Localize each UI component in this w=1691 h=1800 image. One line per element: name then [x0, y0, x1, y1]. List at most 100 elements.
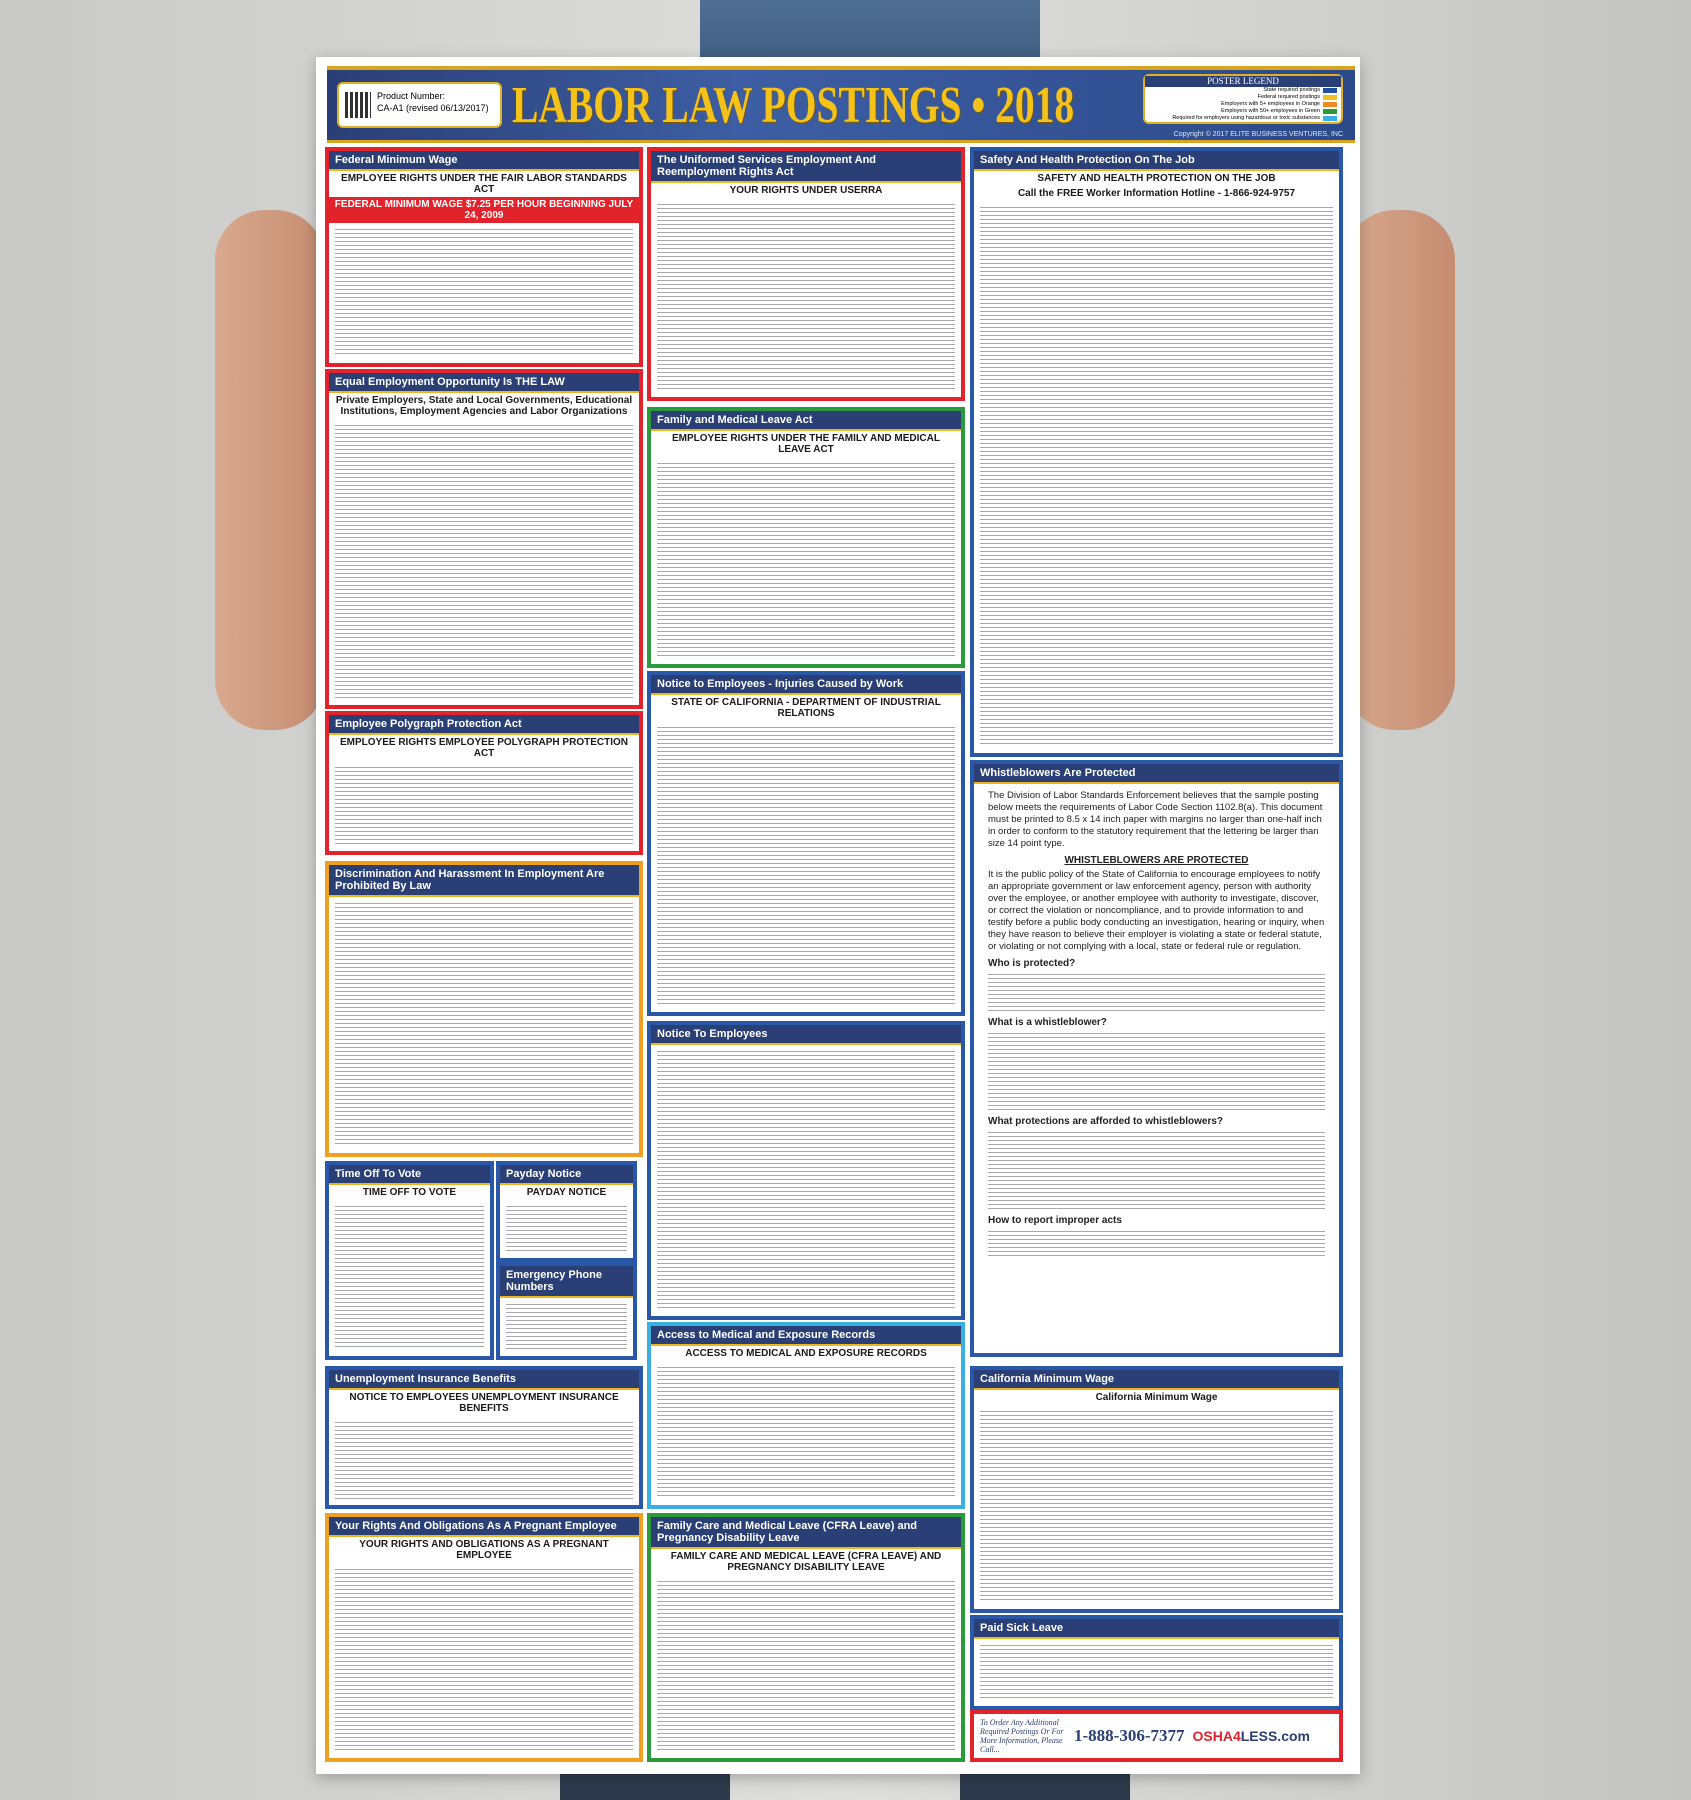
- section-unemp: Unemployment Insurance Benefits NOTICE T…: [325, 1366, 643, 1509]
- order-text: To Order Any Additional Required Posting…: [980, 1718, 1064, 1754]
- section-eeo: Equal Employment Opportunity Is THE LAW …: [325, 369, 643, 709]
- section-vote: Time Off To Vote TIME OFF TO VOTE: [325, 1161, 494, 1360]
- section-banner: FEDERAL MINIMUM WAGE $7.25 PER HOUR BEGI…: [329, 197, 639, 223]
- body-text: [988, 1229, 1325, 1259]
- section-title: Paid Sick Leave: [974, 1619, 1339, 1639]
- body-text: [657, 1049, 955, 1310]
- section-title: Emergency Phone Numbers: [500, 1266, 633, 1298]
- poster-title: LABOR LAW POSTINGS • 2018: [512, 77, 1075, 134]
- body-text: [657, 1579, 955, 1752]
- left-hand: [215, 210, 325, 730]
- legend-item: Employers with 50+ employees in Green: [1145, 108, 1341, 115]
- legend-title: POSTER LEGEND: [1145, 76, 1341, 87]
- body-text: [335, 1567, 633, 1752]
- section-subtitle: EMPLOYEE RIGHTS EMPLOYEE POLYGRAPH PROTE…: [339, 737, 628, 759]
- section-fmla: Family and Medical Leave Act EMPLOYEE RI…: [647, 407, 965, 668]
- intro-text: The Division of Labor Standards Enforcem…: [988, 790, 1323, 849]
- section-title: Federal Minimum Wage: [329, 151, 639, 171]
- section-emerg: Emergency Phone Numbers: [496, 1262, 637, 1360]
- legend-item: Employers with 5+ employees in Orange: [1145, 101, 1341, 108]
- section-poly: Employee Polygraph Protection Act EMPLOY…: [325, 711, 643, 855]
- product-label: Product Number:: [377, 91, 446, 101]
- body-text: [506, 1204, 627, 1252]
- section-subtitle: PAYDAY NOTICE: [526, 1187, 607, 1198]
- qr-code-icon: [345, 92, 371, 118]
- section-nte: Notice To Employees: [647, 1021, 965, 1320]
- body-text: [335, 227, 633, 357]
- body-text: [657, 202, 955, 391]
- order-footer: To Order Any Additional Required Posting…: [970, 1710, 1343, 1762]
- section-title: Unemployment Insurance Benefits: [329, 1370, 639, 1390]
- section-inj: Notice to Employees - Injuries Caused by…: [647, 671, 965, 1016]
- section-title: Whistleblowers Are Protected: [974, 764, 1339, 784]
- section-userra: The Uniformed Services Employment And Re…: [647, 147, 965, 401]
- section-title: Discrimination And Harassment In Employm…: [329, 865, 639, 897]
- legend-item: Required for employers using hazardous o…: [1145, 115, 1341, 122]
- section-title: Your Rights And Obligations As A Pregnan…: [329, 1517, 639, 1537]
- body-text: [980, 1409, 1333, 1603]
- subheading: How to report improper acts: [988, 1215, 1122, 1226]
- subheading: Who is protected?: [988, 958, 1076, 969]
- copyright: Copyright © 2017 ELITE BUSINESS VENTURES…: [1173, 131, 1343, 138]
- left-leg: [560, 1770, 730, 1800]
- section-title: Family Care and Medical Leave (CFRA Leav…: [651, 1517, 961, 1549]
- section-subtitle: TIME OFF TO VOTE: [362, 1187, 457, 1198]
- body-text: [657, 725, 955, 1006]
- section-cfra: Family Care and Medical Leave (CFRA Leav…: [647, 1513, 965, 1762]
- legend-item: State required postings: [1145, 87, 1341, 94]
- right-hand: [1345, 210, 1455, 730]
- section-title: Safety And Health Protection On The Job: [974, 151, 1339, 171]
- body-text: [335, 1204, 484, 1350]
- section-subtitle: STATE OF CALIFORNIA - DEPARTMENT OF INDU…: [671, 697, 941, 719]
- section-psl: Paid Sick Leave: [970, 1615, 1343, 1710]
- section-title: Payday Notice: [500, 1165, 633, 1185]
- section-title: California Minimum Wage: [974, 1370, 1339, 1390]
- section-subtitle: FAMILY CARE AND MEDICAL LEAVE (CFRA LEAV…: [670, 1551, 942, 1573]
- section-subtitle: YOUR RIGHTS AND OBLIGATIONS AS A PREGNAN…: [359, 1539, 609, 1561]
- section-whistleblowers: Whistleblowers Are Protected The Divisio…: [970, 760, 1343, 1357]
- product-number: CA-A1 (revised 06/13/2017): [377, 103, 489, 113]
- poster-header: Product Number: CA-A1 (revised 06/13/201…: [327, 66, 1355, 143]
- section-acc: Access to Medical and Exposure Records A…: [647, 1322, 965, 1509]
- section-subtitle: NOTICE TO EMPLOYEES UNEMPLOYMENT INSURAN…: [349, 1392, 619, 1414]
- section-title: The Uniformed Services Employment And Re…: [651, 151, 961, 183]
- section-safety: Safety And Health Protection On The Job …: [970, 147, 1343, 757]
- legend-item: Federal required postings: [1145, 94, 1341, 101]
- section-payday: Payday Notice PAYDAY NOTICE: [496, 1161, 637, 1262]
- section-subtitle: EMPLOYEE RIGHTS UNDER THE FAIR LABOR STA…: [341, 173, 627, 195]
- body-text: [335, 765, 633, 845]
- paragraph: It is the public policy of the State of …: [988, 869, 1325, 952]
- product-box: Product Number: CA-A1 (revised 06/13/201…: [337, 82, 502, 128]
- body-text: [988, 972, 1325, 1012]
- section-subtitle: EMPLOYEE RIGHTS UNDER THE FAMILY AND MED…: [672, 433, 940, 455]
- poster-legend: POSTER LEGEND State required postings Fed…: [1143, 74, 1343, 124]
- body-text: [335, 1420, 633, 1499]
- section-title: Access to Medical and Exposure Records: [651, 1326, 961, 1346]
- body-text: [988, 1031, 1325, 1111]
- right-leg: [960, 1770, 1130, 1800]
- section-title: Notice to Employees - Injuries Caused by…: [651, 675, 961, 695]
- section-subtitle: Private Employers, State and Local Gover…: [335, 395, 633, 417]
- body-text: [506, 1302, 627, 1350]
- section-title: Notice To Employees: [651, 1025, 961, 1045]
- section-title: Family and Medical Leave Act: [651, 411, 961, 431]
- section-subtitle: SAFETY AND HEALTH PROTECTION ON THE JOB: [1037, 173, 1276, 184]
- hotline: Call the FREE Worker Information Hotline…: [1017, 188, 1296, 199]
- section-title: Employee Polygraph Protection Act: [329, 715, 639, 735]
- section-subtitle: ACCESS TO MEDICAL AND EXPOSURE RECORDS: [685, 1348, 927, 1359]
- section-title: Equal Employment Opportunity Is THE LAW: [329, 373, 639, 393]
- body-text: [657, 461, 955, 658]
- section-subtitle: California Minimum Wage: [1095, 1392, 1218, 1403]
- section-fmw: Federal Minimum Wage EMPLOYEE RIGHTS UND…: [325, 147, 643, 367]
- section-subtitle: YOUR RIGHTS UNDER USERRA: [729, 185, 883, 196]
- body-text: [657, 1365, 955, 1499]
- body-text: [335, 423, 633, 699]
- body-text: [988, 1130, 1325, 1210]
- section-preg: Your Rights And Obligations As A Pregnan…: [325, 1513, 643, 1762]
- subheading: What is a whistleblower?: [988, 1017, 1107, 1028]
- section-disc: Discrimination And Harassment In Employm…: [325, 861, 643, 1157]
- brand-logo: OSHA4LESS.com: [1192, 1728, 1310, 1744]
- body-text: [980, 205, 1333, 747]
- phone-number[interactable]: 1-888-306-7377: [1074, 1726, 1185, 1745]
- labor-law-poster: Product Number: CA-A1 (revised 06/13/201…: [316, 57, 1360, 1774]
